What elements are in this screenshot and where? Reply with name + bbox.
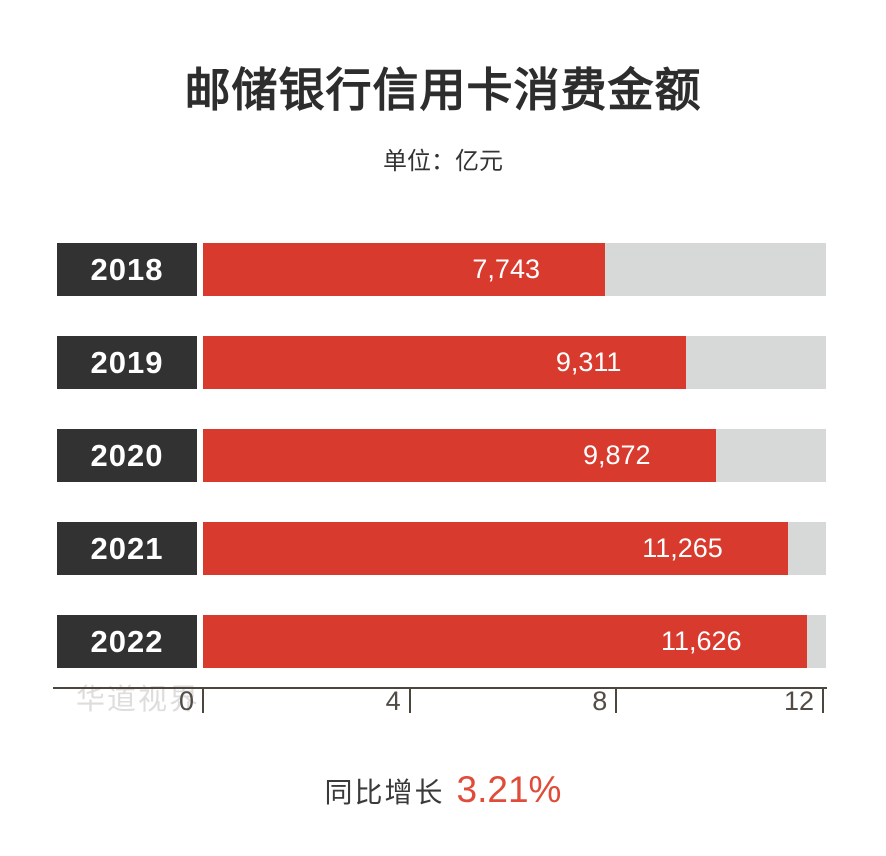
growth-value: 3.21% (456, 769, 562, 810)
bar-2020: 9,872 (203, 429, 716, 482)
bar-chart: 2018 7,743 2019 9,311 2020 9,872 2021 11… (57, 243, 826, 668)
bar-row-2021: 2021 11,265 (57, 522, 826, 575)
bar-track-2018: 7,743 (203, 243, 826, 296)
bar-track-2021: 11,265 (203, 522, 826, 575)
bar-2021: 11,265 (203, 522, 788, 575)
bar-track-2020: 9,872 (203, 429, 826, 482)
bar-row-2020: 2020 9,872 (57, 429, 826, 482)
x-axis-line (53, 687, 827, 689)
year-label-2020: 2020 (57, 429, 197, 482)
x-tick-mark (408, 687, 411, 713)
x-tick-mark (822, 687, 824, 713)
x-tick-label: 0 (178, 686, 194, 716)
x-tick-label: 8 (592, 686, 608, 716)
bar-2019: 9,311 (203, 336, 687, 389)
bar-2022: 11,626 (203, 615, 807, 668)
x-axis-ticks: 0 4 8 12 (179, 686, 824, 716)
year-label-2019: 2019 (57, 336, 197, 389)
unit-label: 单位：亿元 (383, 148, 503, 175)
x-tick-mark (202, 687, 204, 713)
bar-value-2021: 11,265 (642, 533, 723, 563)
x-tick-mark (615, 687, 618, 713)
bar-row-2022: 2022 11,626 (57, 615, 826, 668)
growth-label: 同比增长 (324, 777, 445, 808)
bar-value-2019: 9,311 (555, 347, 622, 377)
bar-row-2019: 2019 9,311 (57, 336, 826, 389)
bar-value-2020: 9,872 (582, 440, 651, 470)
x-tick-label: 12 (783, 686, 814, 716)
watermark: 华道视界 (76, 684, 201, 716)
growth-annotation: 同比增长 3.21% (0, 769, 886, 811)
year-label-2022: 2022 (57, 615, 197, 668)
bar-value-2022: 11,626 (661, 626, 742, 656)
year-label-2018: 2018 (57, 243, 197, 296)
bar-track-2022: 11,626 (203, 615, 826, 668)
bar-value-2018: 7,743 (472, 254, 540, 284)
page-title: 邮储银行信用卡消费金额 (184, 64, 702, 116)
bar-track-2019: 9,311 (203, 336, 826, 389)
bar-2018: 7,743 (203, 243, 605, 296)
x-tick-label: 4 (385, 686, 401, 716)
bar-row-2018: 2018 7,743 (57, 243, 826, 296)
year-label-2021: 2021 (57, 522, 197, 575)
